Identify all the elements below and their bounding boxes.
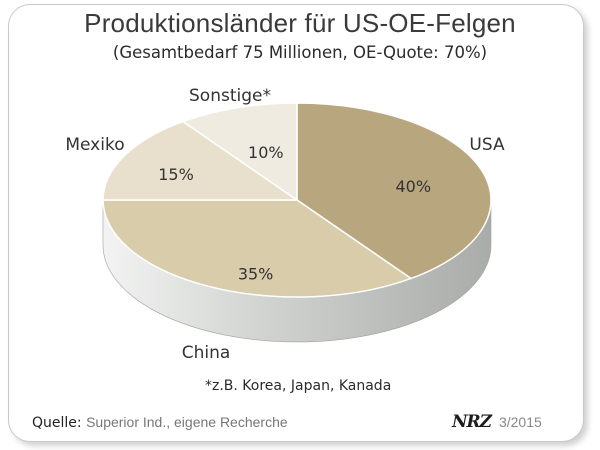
source-text: Superior Ind., eigene Recherche (86, 414, 288, 430)
category-label-mexiko: Mexiko (65, 135, 124, 155)
issue-number: 3/2015 (498, 414, 542, 430)
publisher-logo: NRZ (452, 412, 492, 432)
pie-slice-mexiko (102, 120, 300, 201)
pie-slice-china (102, 199, 413, 298)
value-label-usa: 40% (395, 177, 431, 196)
pie-slice-sonstige (181, 102, 298, 202)
value-label-mexiko: 15% (158, 165, 194, 184)
value-label-sonstige: 10% (248, 143, 284, 162)
value-label-china: 35% (238, 265, 274, 284)
category-label-usa: USA (469, 135, 505, 155)
category-label-sonstige: Sonstige* (189, 86, 271, 106)
chart-subtitle: (Gesamtbedarf 75 Millionen, OE-Quote: 70… (112, 43, 488, 62)
category-label-china: China (182, 343, 231, 363)
chart-title: Produktionsländer für US-OE-Felgen (84, 8, 516, 38)
footnote: *z.B. Korea, Japan, Kanada (205, 378, 392, 394)
source-label: Quelle: (32, 415, 82, 431)
pie-slice-usa (296, 102, 492, 280)
source-line: Quelle: Superior Ind., eigene Recherche (32, 414, 288, 431)
credit: NRZ 3/2015 (452, 412, 542, 432)
